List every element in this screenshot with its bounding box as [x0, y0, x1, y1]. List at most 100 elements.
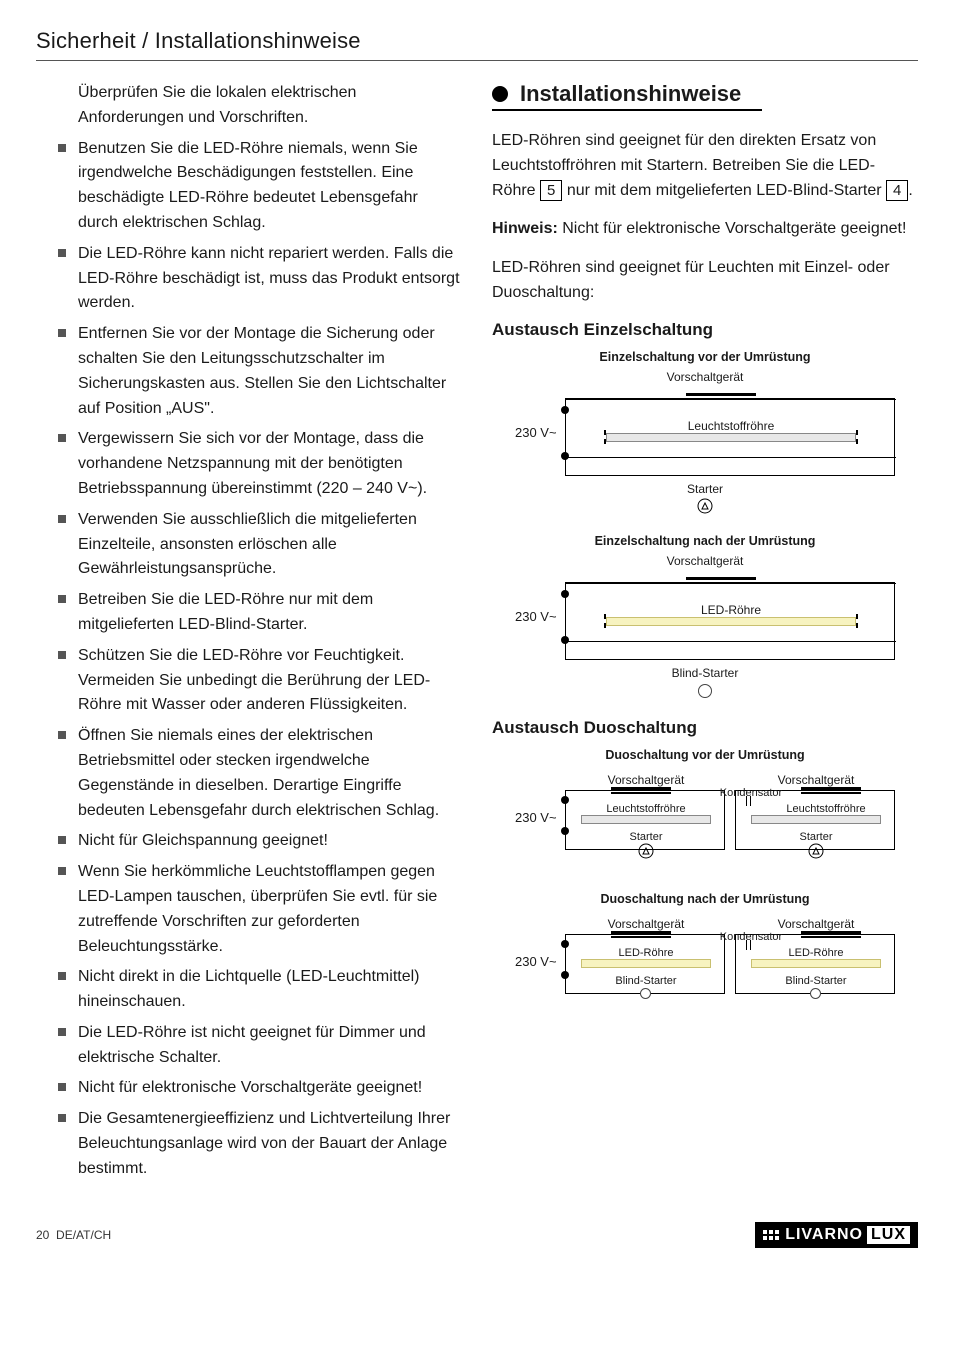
brand-dots-icon [763, 1230, 779, 1240]
label-leuchtstoffroehre: Leuchtstoffröhre [686, 419, 776, 433]
terminal-dot-icon [561, 796, 569, 804]
page-root: Sicherheit / Installationshinweise Überp… [0, 0, 954, 1272]
einzel-heading: Austausch Einzelschaltung [492, 320, 918, 340]
led-tube-icon [606, 617, 856, 626]
terminal-dot-icon [561, 971, 569, 979]
intro-paragraph: Überprüfen Sie die lokalen elektrischen … [78, 81, 462, 131]
blind-starter-icon [640, 988, 651, 999]
left-column: Überprüfen Sie die lokalen elektrischen … [36, 81, 462, 1188]
installation-heading: Installationshinweise [520, 81, 741, 107]
heading-bullet-icon [492, 86, 508, 102]
bullet-item: Nicht direkt in die Lichtquelle (LED-Leu… [58, 965, 462, 1015]
bullet-item: Entfernen Sie vor der Montage die Sicher… [58, 322, 462, 421]
label-blindstarter: Blind-Starter [781, 975, 851, 987]
bullet-item: Die Gesamtenergieeffizienz und Lichtvert… [58, 1107, 462, 1181]
ballast-icon [611, 931, 671, 938]
voltage-label: 230 V~ [515, 810, 557, 825]
blind-starter-icon [810, 988, 821, 999]
note-text: Nicht für elektronische Vorschaltgeräte … [558, 220, 907, 237]
terminal-dot-icon [561, 406, 569, 414]
para-text: nur mit dem mitgelieferten LED-Blind-Sta… [562, 182, 886, 199]
bullet-item: Nicht für Gleichspannung geeignet! [58, 829, 462, 854]
heading-underline [492, 109, 762, 111]
diagram-duo-vor: Vorschaltgerät Leuchtstoffröhre Starter … [515, 768, 895, 878]
page-footer: 20 DE/AT/CH LIVARNO LUX [36, 1188, 918, 1248]
diagram-duo-nach: Vorschaltgerät LED-Röhre Blind-Starter V… [515, 912, 895, 1022]
diagram-title: Einzelschaltung nach der Umrüstung [492, 534, 918, 548]
duo-heading: Austausch Duoschaltung [492, 718, 918, 738]
bullet-item: Nicht für elektronische Vorschaltgeräte … [58, 1076, 462, 1101]
diagram-einzel-nach: Vorschaltgerät LED-Röhre 230 V~ [515, 554, 895, 704]
diagram-title: Duoschaltung vor der Umrüstung [492, 748, 918, 762]
page-number-value: 20 [36, 1228, 49, 1242]
led-tube-icon [751, 959, 881, 968]
install-paragraph-2: LED-Röhren sind geeignet für Leuchten mi… [492, 256, 918, 306]
brand-sub: LUX [867, 1226, 910, 1244]
note-label: Hinweis: [492, 220, 558, 237]
brand-main: LIVARNO [785, 1226, 863, 1244]
label-starter: Starter [687, 482, 723, 496]
label-vorschaltgeraet: Vorschaltgerät [596, 773, 696, 787]
bullet-item: Die LED-Röhre ist nicht geeignet für Dim… [58, 1021, 462, 1071]
note-paragraph: Hinweis: Nicht für elektronische Vorscha… [492, 217, 918, 242]
terminal-dot-icon [561, 590, 569, 598]
label-vorschaltgeraet: Vorschaltgerät [596, 917, 696, 931]
terminal-dot-icon [561, 827, 569, 835]
bullet-item: Schützen Sie die LED-Röhre vor Feuchtigk… [58, 644, 462, 718]
page-number: 20 DE/AT/CH [36, 1228, 111, 1242]
voltage-label: 230 V~ [515, 609, 557, 624]
terminal-dot-icon [561, 452, 569, 460]
region-code: DE/AT/CH [56, 1228, 111, 1242]
label-leuchtstoffroehre: Leuchtstoffröhre [596, 803, 696, 815]
label-kondensator: Kondensator [716, 787, 786, 799]
led-tube-icon [581, 959, 711, 968]
label-leuchtstoffroehre: Leuchtstoffröhre [776, 803, 876, 815]
fluorescent-tube-icon [606, 433, 856, 442]
bullet-item: Betreiben Sie die LED-Röhre nur mit dem … [58, 588, 462, 638]
two-column-layout: Überprüfen Sie die lokalen elektrischen … [36, 81, 918, 1188]
diagram-title: Einzelschaltung vor der Umrüstung [492, 350, 918, 364]
ref-box-4: 4 [886, 180, 908, 202]
label-ledroehre: LED-Röhre [611, 947, 681, 959]
brand-logo: LIVARNO LUX [755, 1222, 918, 1248]
label-blindstarter: Blind-Starter [611, 975, 681, 987]
label-ledroehre: LED-Röhre [696, 603, 766, 617]
label-vorschaltgeraet: Vorschaltgerät [667, 370, 744, 384]
terminal-dot-icon [561, 636, 569, 644]
safety-bullet-list: Benutzen Sie die LED-Röhre niemals, wenn… [58, 137, 462, 1182]
ballast-icon [611, 787, 671, 794]
heading-row: Installationshinweise [492, 81, 918, 107]
blind-starter-icon [698, 684, 712, 698]
label-blindstarter: Blind-Starter [672, 666, 739, 680]
bullet-item: Wenn Sie herkömmliche Leuchtstofflampen … [58, 860, 462, 959]
label-starter: Starter [791, 831, 841, 843]
fluorescent-tube-icon [581, 815, 711, 824]
starter-icon [808, 843, 820, 855]
bullet-item: Verwenden Sie ausschließlich die mitgeli… [58, 508, 462, 582]
starter-icon [697, 498, 713, 514]
diagram-title: Duoschaltung nach der Umrüstung [492, 892, 918, 906]
bullet-item: Vergewissern Sie sich vor der Montage, d… [58, 427, 462, 501]
label-ledroehre: LED-Röhre [781, 947, 851, 959]
ballast-icon [801, 787, 861, 794]
label-starter: Starter [621, 831, 671, 843]
ref-box-5: 5 [540, 180, 562, 202]
bullet-item: Die LED-Röhre kann nicht repariert werde… [58, 242, 462, 316]
para-text: . [908, 182, 912, 199]
diagram-einzel-vor: Vorschaltgerät Leuchtstoffröhre [515, 370, 895, 520]
voltage-label: 230 V~ [515, 954, 557, 969]
label-vorschaltgeraet: Vorschaltgerät [766, 917, 866, 931]
install-paragraph-1: LED-Röhren sind geeignet für den direkte… [492, 129, 918, 203]
voltage-label: 230 V~ [515, 425, 557, 440]
page-section-title: Sicherheit / Installationshinweise [36, 28, 918, 61]
label-vorschaltgeraet: Vorschaltgerät [667, 554, 744, 568]
bullet-item: Öffnen Sie niemals eines der elektrische… [58, 724, 462, 823]
fluorescent-tube-icon [751, 815, 881, 824]
terminal-dot-icon [561, 940, 569, 948]
label-vorschaltgeraet: Vorschaltgerät [766, 773, 866, 787]
bullet-item: Benutzen Sie die LED-Röhre niemals, wenn… [58, 137, 462, 236]
label-kondensator: Kondensator [716, 931, 786, 943]
right-column: Installationshinweise LED-Röhren sind ge… [492, 81, 918, 1188]
starter-icon [638, 843, 650, 855]
ballast-icon [801, 931, 861, 938]
